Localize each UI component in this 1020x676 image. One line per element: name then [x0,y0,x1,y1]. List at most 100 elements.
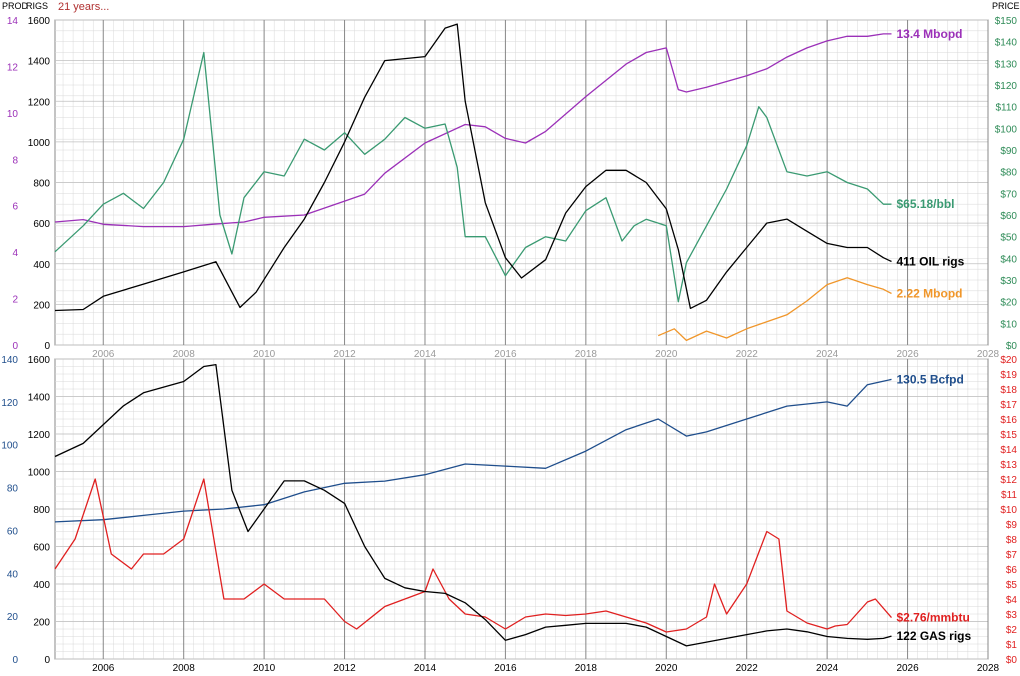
oil-price-tick-label: $130 [995,59,1018,70]
oil-rigs-tick-label: 600 [33,219,50,230]
oil-xtick-label: 2022 [736,349,759,360]
gas-xtick-label: 2010 [253,663,276,674]
oil-price-tick-label: $0 [1006,341,1018,352]
gas-prod-tick-label: 40 [7,569,19,580]
gas-price-tick-label: $18 [1000,385,1017,396]
oil-xtick-label: 2014 [414,349,437,360]
gas-series-gas_rigs [54,363,892,647]
oil-price-tick-label: $110 [995,103,1017,114]
gas-xtick-label: 2022 [736,663,759,674]
oil-end-label-oil_prod: 13.4 Mbopd [896,27,962,41]
gas-rigs-tick-label: 0 [44,655,50,666]
oil-xtick-label: 2028 [977,349,1000,360]
period-header-label: 21 years... [58,1,109,13]
oil-xtick-label: 2024 [816,349,839,360]
oil-end-label-oil_rigs: 411 OIL rigs [896,255,964,269]
oil-end-label-oil_price: $65.18/bbl [896,197,954,211]
gas-end-label-gas_rigs: 122 GAS rigs [896,629,971,643]
gas-price-tick-label: $10 [1000,505,1017,516]
gas-xtick-label: 2024 [816,663,839,674]
oil-prod-tick-label: 6 [12,202,18,213]
gas-xtick-label: 2026 [896,663,919,674]
gas-rigs-tick-label: 600 [33,543,50,554]
gas-prod-tick-label: 60 [7,526,19,537]
gas-price-tick-label: $20 [1000,355,1017,366]
oil-price-tick-label: $70 [1000,189,1017,200]
gas-prod-tick-label: 0 [12,655,18,666]
oil-series-oil_prod [54,33,892,228]
oil-rigs-tick-label: 800 [33,179,50,190]
gas-rigs-tick-label: 1000 [28,468,51,479]
oil-prod-tick-label: 10 [7,109,19,120]
oil-rigs-tick-label: 200 [33,300,50,311]
gas-end-label-gas_price: $2.76/mmbtu [896,611,969,625]
oil-price-tick-label: $20 [1000,298,1017,309]
gas-xtick-label: 2012 [333,663,356,674]
oil-xtick-label: 2010 [253,349,276,360]
oil-price-tick-label: $140 [995,38,1018,49]
gas-rigs-tick-label: 1600 [28,355,51,366]
oil-xtick-label: 2016 [494,349,517,360]
oil-rigs-tick-label: 1000 [28,138,51,149]
gas-xtick-label: 2008 [173,663,196,674]
gas-price-tick-label: $12 [1000,475,1017,486]
gas-rigs-tick-label: 1200 [28,430,51,441]
oil-panel: 2006 2008 2010 2012 2014 2016 2018 2020 2022 2024… [7,16,1018,360]
gas-price-tick-label: $4 [1006,595,1018,606]
gas-price-tick-label: $2 [1006,625,1018,636]
gas-price-tick-label: $6 [1006,565,1018,576]
oil-price-tick-label: $150 [995,16,1018,27]
oil-price-tick-label: $50 [1000,233,1017,244]
gas-series-gas_prod [54,378,892,523]
gas-prod-tick-label: 20 [7,612,19,623]
oil-prod-tick-label: 0 [12,341,18,352]
gas-price-tick-label: $7 [1006,550,1018,561]
gas-prod-tick-label: 80 [7,484,19,495]
price-header-label: PRICE [992,1,1020,11]
gas-series-gas_price [54,478,892,633]
oil-prod-tick-label: 14 [7,16,19,27]
gas-price-tick-label: $15 [1000,430,1017,441]
gas-xtick-label: 2014 [414,663,437,674]
oil-price-tick-label: $30 [1000,276,1017,287]
gas-price-tick-label: $19 [1000,370,1017,381]
oil-xtick-label: 2012 [333,349,356,360]
gas-rigs-tick-label: 400 [33,580,50,591]
gas-prod-tick-label: 100 [1,441,18,452]
oil-end-label-ngl_prod: 2.22 Mbopd [896,286,962,300]
oil-prod-tick-label: 8 [12,155,18,166]
gas-xtick-label: 2020 [655,663,678,674]
oil-rigs-tick-label: 400 [33,260,50,271]
oil-xtick-label: 2008 [173,349,196,360]
oil-series-ngl_prod [657,277,892,342]
prod-header-label: PROD [2,1,29,11]
gas-xtick-label: 2028 [977,663,1000,674]
gas-prod-tick-label: 140 [1,355,18,366]
oil-price-tick-label: $100 [995,124,1018,135]
oil-price-tick-label: $80 [1000,168,1017,179]
rigs-header-label: RIGS [26,1,48,11]
oil-xtick-label: 2006 [92,349,115,360]
oil-price-tick-label: $10 [1000,319,1017,330]
oil-rigs-tick-label: 1400 [28,57,51,68]
gas-panel: 2006 2008 2010 2012 2014 2016 2018 2020 2022 2024… [1,355,1017,674]
gas-end-label-gas_prod: 130.5 Bcfpd [896,372,963,386]
gas-price-tick-label: $13 [1000,460,1017,471]
gas-price-tick-label: $17 [1000,400,1017,411]
gas-price-tick-label: $3 [1006,610,1018,621]
gas-price-tick-label: $11 [1001,490,1017,501]
gas-xtick-label: 2016 [494,663,517,674]
oil-rigs-tick-label: 0 [44,341,50,352]
oil-rigs-tick-label: 1200 [28,97,51,108]
gas-price-tick-label: $9 [1006,520,1018,531]
gas-rigs-tick-label: 1400 [28,393,51,404]
gas-prod-tick-label: 120 [1,398,18,409]
oil-series-oil_price [54,51,892,303]
oil-series-oil_rigs [54,23,892,312]
gas-price-tick-label: $8 [1006,535,1018,546]
oil-xtick-label: 2018 [575,349,598,360]
gas-rigs-tick-label: 200 [33,618,50,629]
oil-price-tick-label: $40 [1000,254,1017,265]
gas-xtick-label: 2018 [575,663,598,674]
